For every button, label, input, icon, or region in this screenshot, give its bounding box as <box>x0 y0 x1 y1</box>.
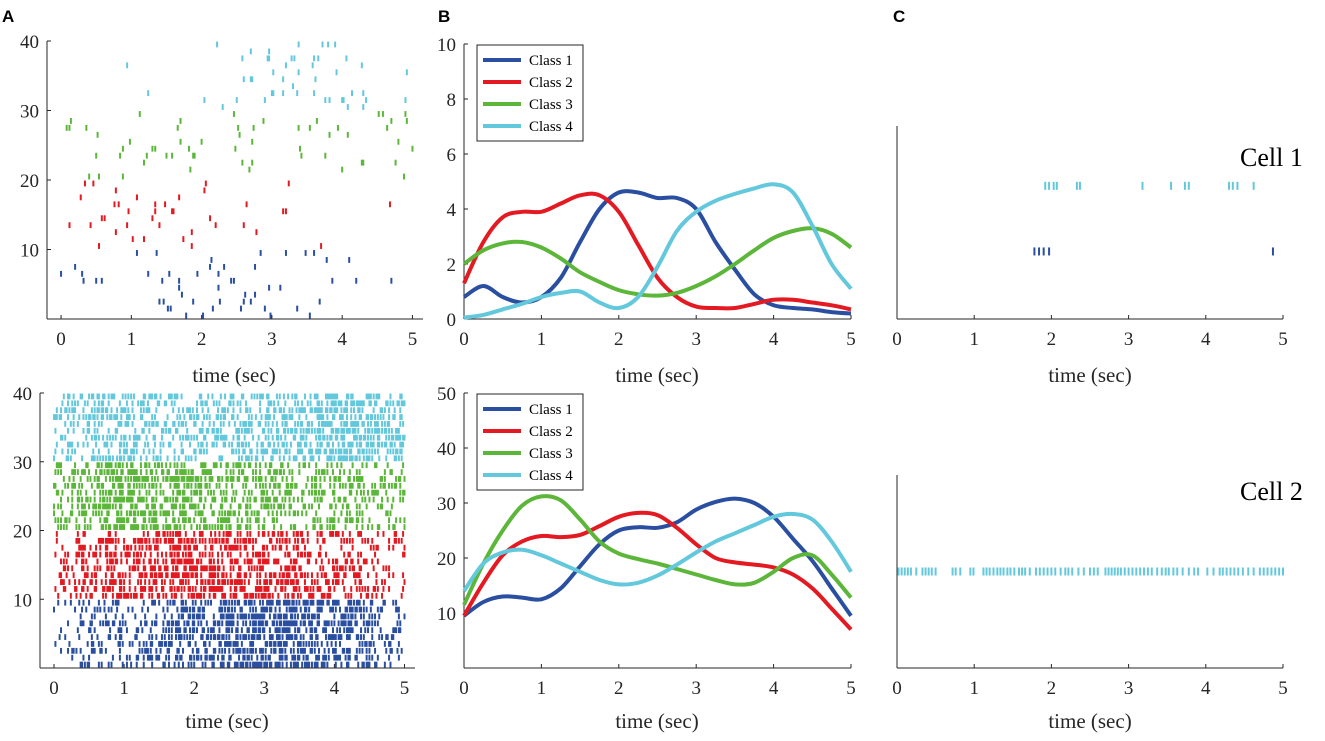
series-line-class-1 <box>462 496 853 618</box>
x-tick-label: 4 <box>769 329 779 350</box>
y-tick-label: 2 <box>447 255 457 276</box>
legend-label: Class 4 <box>529 468 573 484</box>
x-tick-label: 5 <box>400 678 410 699</box>
series-line-class-3 <box>462 226 853 298</box>
panel-letter-c: C <box>893 7 905 26</box>
x-tick-label: 0 <box>459 329 469 350</box>
x-tick-label: 1 <box>127 329 137 350</box>
x-tick-label: 1 <box>969 329 979 350</box>
chart-a-bottom: time (sec) 0 1 2 3 4 5 10 20 30 40 <box>13 384 415 733</box>
x-axis-title: time (sec) <box>615 709 698 733</box>
x-tick-label: 2 <box>614 329 624 350</box>
y-tick-label: 50 <box>437 384 456 405</box>
x-tick-label: 2 <box>197 329 207 350</box>
x-tick-label: 4 <box>337 329 347 350</box>
series-line-class-2 <box>462 510 853 631</box>
y-tick-label: 0 <box>447 310 457 331</box>
x-axis-title: time (sec) <box>615 363 698 387</box>
y-tick-label: 10 <box>437 604 456 625</box>
x-tick-label: 1 <box>119 678 129 699</box>
chart-c-top: time (sec) Cell 1 0 1 2 3 4 5 <box>892 126 1303 387</box>
cell-label: Cell 1 <box>1240 143 1303 172</box>
x-tick-label: 3 <box>691 329 701 350</box>
panel-letter-a: A <box>2 7 14 26</box>
legend-label: Class 2 <box>529 75 573 91</box>
x-tick-label: 0 <box>56 329 66 350</box>
x-tick-label: 2 <box>614 678 624 699</box>
y-tick-label: 10 <box>13 590 32 611</box>
x-tick-label: 5 <box>408 329 418 350</box>
legend-label: Class 4 <box>529 119 573 135</box>
series-line-class-3 <box>462 494 853 606</box>
x-tick-label: 4 <box>1201 329 1211 350</box>
y-tick-label: 20 <box>20 171 39 192</box>
chart-c-bottom: time (sec) Cell 2 0 1 2 3 4 5 <box>892 475 1303 733</box>
series-line-class-2 <box>462 191 852 312</box>
y-tick-label: 10 <box>20 241 39 262</box>
x-axis-title: time (sec) <box>1048 709 1131 733</box>
series-line-class-4 <box>462 511 853 593</box>
series-line-class-4 <box>463 182 853 320</box>
y-tick-label: 40 <box>437 439 456 460</box>
x-tick-label: 5 <box>846 678 856 699</box>
x-tick-label: 0 <box>892 329 902 350</box>
legend-label: Class 1 <box>529 53 573 69</box>
legend-label: Class 3 <box>529 97 573 113</box>
x-tick-label: 3 <box>691 678 701 699</box>
x-axis-title: time (sec) <box>192 363 275 387</box>
y-tick-label: 20 <box>13 522 32 543</box>
legend-label: Class 1 <box>529 402 573 418</box>
x-tick-label: 0 <box>459 678 469 699</box>
chart-a-top: time (sec) 0 1 2 3 4 5 10 20 30 40 <box>20 32 423 387</box>
legend-label: Class 2 <box>529 424 573 440</box>
y-tick-label: 4 <box>447 200 457 221</box>
legend-label: Class 3 <box>529 446 573 462</box>
y-tick-label: 6 <box>447 145 457 166</box>
chart-b-bottom: time (sec) 0 1 2 3 4 5 10 20 30 40 50 Class 1 Class … <box>437 384 856 733</box>
x-tick-label: 3 <box>267 329 277 350</box>
x-tick-label: 1 <box>969 678 979 699</box>
panel-letter-b: B <box>438 7 450 26</box>
x-tick-label: 0 <box>892 678 902 699</box>
x-tick-label: 5 <box>1278 329 1288 350</box>
x-tick-label: 3 <box>1124 329 1134 350</box>
x-axis-title: time (sec) <box>1048 363 1131 387</box>
x-tick-label: 5 <box>846 329 856 350</box>
x-tick-label: 2 <box>189 678 199 699</box>
y-tick-label: 10 <box>437 35 456 56</box>
x-tick-label: 5 <box>1278 678 1288 699</box>
y-tick-label: 8 <box>447 90 457 111</box>
x-tick-label: 4 <box>330 678 340 699</box>
x-tick-label: 4 <box>1201 678 1211 699</box>
y-tick-label: 40 <box>13 384 32 405</box>
x-tick-label: 1 <box>537 329 547 350</box>
chart-b-top: time (sec) 0 1 2 3 4 5 0 2 4 6 8 10 Class 1 Class 2 Cl… <box>437 35 856 387</box>
y-tick-label: 30 <box>20 102 39 123</box>
cell-label: Cell 2 <box>1240 477 1303 506</box>
y-tick-label: 20 <box>437 549 456 570</box>
y-tick-label: 30 <box>437 494 456 515</box>
x-tick-label: 2 <box>1047 329 1057 350</box>
x-tick-label: 0 <box>49 678 59 699</box>
y-tick-label: 30 <box>13 453 32 474</box>
x-tick-label: 4 <box>769 678 779 699</box>
x-tick-label: 2 <box>1047 678 1057 699</box>
x-tick-label: 3 <box>1124 678 1134 699</box>
y-tick-label: 40 <box>20 32 39 53</box>
x-tick-label: 1 <box>537 678 547 699</box>
x-tick-label: 3 <box>260 678 270 699</box>
x-axis-title: time (sec) <box>185 709 268 733</box>
